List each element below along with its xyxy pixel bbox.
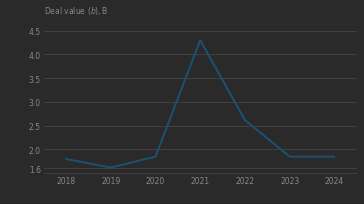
Text: Deal value ($b), $B: Deal value ($b), $B [44, 5, 108, 17]
